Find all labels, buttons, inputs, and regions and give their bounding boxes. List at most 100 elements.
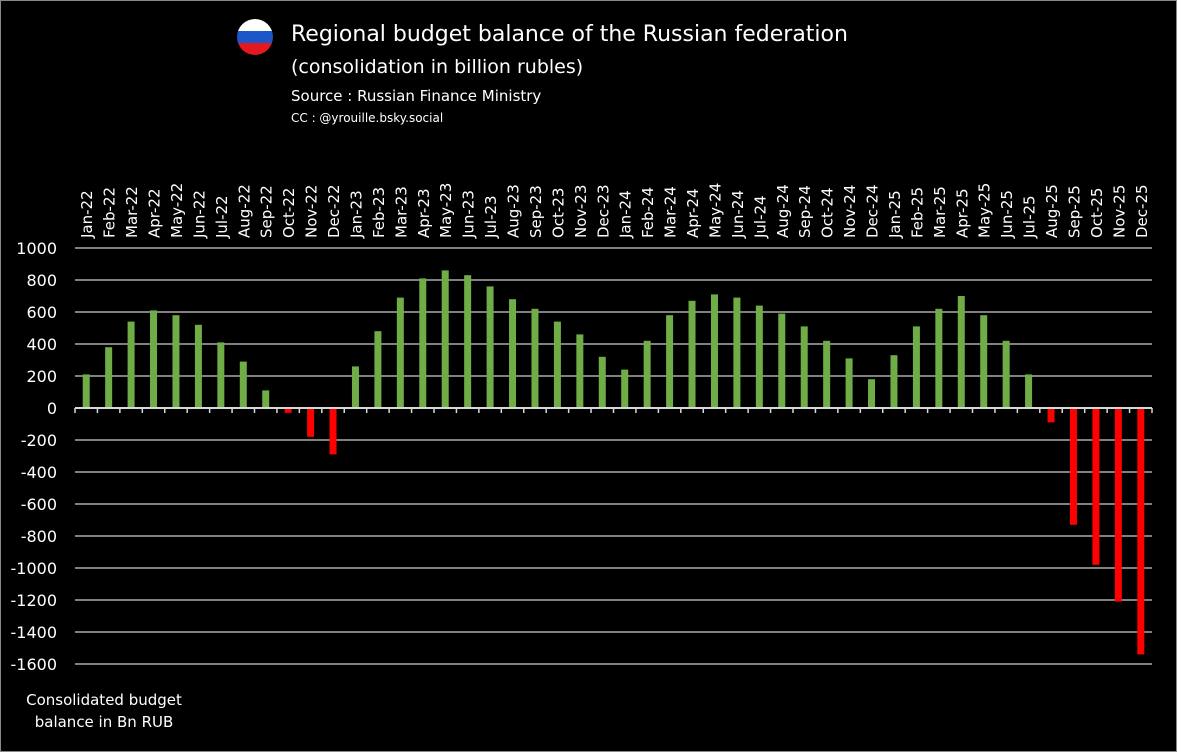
x-tick-label: Mar-25 bbox=[931, 186, 949, 238]
bar bbox=[172, 315, 180, 408]
bar bbox=[1069, 408, 1077, 525]
x-tick-label: Jul-24 bbox=[751, 195, 769, 239]
bar bbox=[823, 340, 831, 408]
x-tick-label: Oct-25 bbox=[1088, 188, 1106, 238]
y-tick-label: 1000 bbox=[16, 239, 57, 258]
y-tick-label: -800 bbox=[21, 527, 57, 546]
bar bbox=[688, 300, 696, 408]
x-tick-label: May-23 bbox=[437, 183, 455, 238]
bar bbox=[217, 342, 225, 408]
bar bbox=[441, 270, 449, 408]
bar bbox=[980, 315, 988, 408]
bar bbox=[284, 408, 292, 413]
x-tick-label: Feb-25 bbox=[908, 187, 926, 238]
bar bbox=[710, 294, 718, 408]
russian-flag-icon bbox=[237, 19, 273, 55]
x-tick-label: Aug-22 bbox=[235, 184, 253, 238]
bar bbox=[845, 358, 853, 408]
bar bbox=[351, 366, 359, 408]
x-tick-label: Jul-22 bbox=[213, 195, 231, 239]
x-tick-label: Dec-22 bbox=[325, 184, 343, 238]
y-tick-label: -1400 bbox=[11, 623, 58, 642]
bar bbox=[598, 356, 606, 408]
x-tick-label: Aug-24 bbox=[774, 184, 792, 238]
x-tick-label: Jan-25 bbox=[886, 190, 904, 239]
chart-subtitle: (consolidation in billion rubles) bbox=[291, 56, 584, 78]
bar bbox=[1025, 374, 1033, 408]
y-tick-label: -1200 bbox=[11, 591, 58, 610]
x-tick-label: Sep-24 bbox=[796, 185, 814, 238]
x-tick-label: Apr-22 bbox=[146, 189, 164, 239]
x-tick-label: Jul-25 bbox=[1021, 195, 1039, 239]
x-tick-label: Oct-24 bbox=[819, 188, 837, 238]
x-tick-label: Sep-22 bbox=[258, 185, 276, 238]
bar bbox=[105, 347, 113, 408]
x-tick-label: Nov-22 bbox=[303, 185, 321, 238]
x-tick-label: Jan-22 bbox=[78, 190, 96, 239]
bar bbox=[935, 308, 943, 408]
x-tick-label: Feb-24 bbox=[639, 187, 657, 238]
x-tick-label: Mar-24 bbox=[662, 186, 680, 238]
x-tick-label: Jun-23 bbox=[460, 190, 478, 239]
x-tick-label: Dec-25 bbox=[1133, 184, 1151, 238]
bar bbox=[464, 275, 472, 408]
bar bbox=[553, 321, 561, 408]
bar bbox=[329, 408, 337, 455]
bar bbox=[1002, 340, 1010, 408]
x-tick-label: Jan-23 bbox=[347, 190, 365, 239]
bar bbox=[127, 321, 135, 408]
bar bbox=[621, 369, 629, 408]
bar bbox=[957, 296, 965, 408]
bar bbox=[800, 326, 808, 408]
bar bbox=[912, 326, 920, 408]
x-tick-label: Jun-24 bbox=[729, 190, 747, 239]
y-tick-label: 200 bbox=[26, 367, 57, 386]
y-tick-label: 600 bbox=[26, 303, 57, 322]
bar bbox=[778, 313, 786, 408]
y-tick-label: -600 bbox=[21, 495, 57, 514]
x-tick-label: Dec-23 bbox=[594, 184, 612, 238]
x-tick-label: Sep-25 bbox=[1065, 185, 1083, 238]
source-note: Source : Russian Finance Ministry bbox=[291, 87, 542, 105]
x-tick-label: Aug-25 bbox=[1043, 184, 1061, 238]
y-tick-label: -200 bbox=[21, 431, 57, 450]
bar bbox=[307, 408, 315, 437]
bar bbox=[262, 390, 270, 408]
x-tick-label: Apr-23 bbox=[415, 189, 433, 239]
x-tick-label: May-22 bbox=[168, 183, 186, 238]
bar bbox=[733, 297, 741, 408]
x-tick-label: Oct-23 bbox=[549, 188, 567, 238]
bar bbox=[1114, 408, 1122, 602]
bar bbox=[576, 334, 584, 408]
bar bbox=[396, 297, 404, 408]
x-tick-label: May-24 bbox=[706, 183, 724, 238]
bar bbox=[486, 286, 494, 408]
x-tick-label: Mar-22 bbox=[123, 186, 141, 238]
x-tick-label: Jul-23 bbox=[482, 195, 500, 239]
x-tick-label: Jun-25 bbox=[998, 190, 1016, 239]
x-tick-label: Oct-22 bbox=[280, 188, 298, 238]
x-tick-label: Sep-23 bbox=[527, 185, 545, 238]
bar bbox=[868, 379, 876, 408]
bar bbox=[150, 310, 158, 408]
y-tick-label: 0 bbox=[47, 399, 57, 418]
x-tick-label: Dec-24 bbox=[864, 184, 882, 238]
x-tick-label: May-25 bbox=[976, 183, 994, 238]
y-tick-label: -1000 bbox=[11, 559, 58, 578]
bar bbox=[890, 355, 898, 408]
bar bbox=[419, 278, 427, 408]
bar bbox=[1092, 408, 1100, 565]
x-tick-label: Feb-23 bbox=[370, 187, 388, 238]
credit-note: CC : @yrouille.bsky.social bbox=[291, 111, 444, 125]
x-tick-label: Jun-22 bbox=[190, 190, 208, 239]
bar bbox=[374, 331, 382, 408]
x-tick-label: Mar-23 bbox=[392, 186, 410, 238]
chart-title: Regional budget balance of the Russian f… bbox=[291, 22, 848, 47]
y-axis-label: Consolidated budget balance in Bn RUB bbox=[26, 691, 182, 731]
y-tick-label: -1600 bbox=[11, 655, 58, 674]
x-tick-label: Nov-25 bbox=[1110, 185, 1128, 238]
x-tick-label: Apr-25 bbox=[953, 189, 971, 239]
x-tick-label: Feb-22 bbox=[101, 187, 119, 238]
bar bbox=[531, 308, 539, 408]
x-tick-label: Apr-24 bbox=[684, 189, 702, 239]
